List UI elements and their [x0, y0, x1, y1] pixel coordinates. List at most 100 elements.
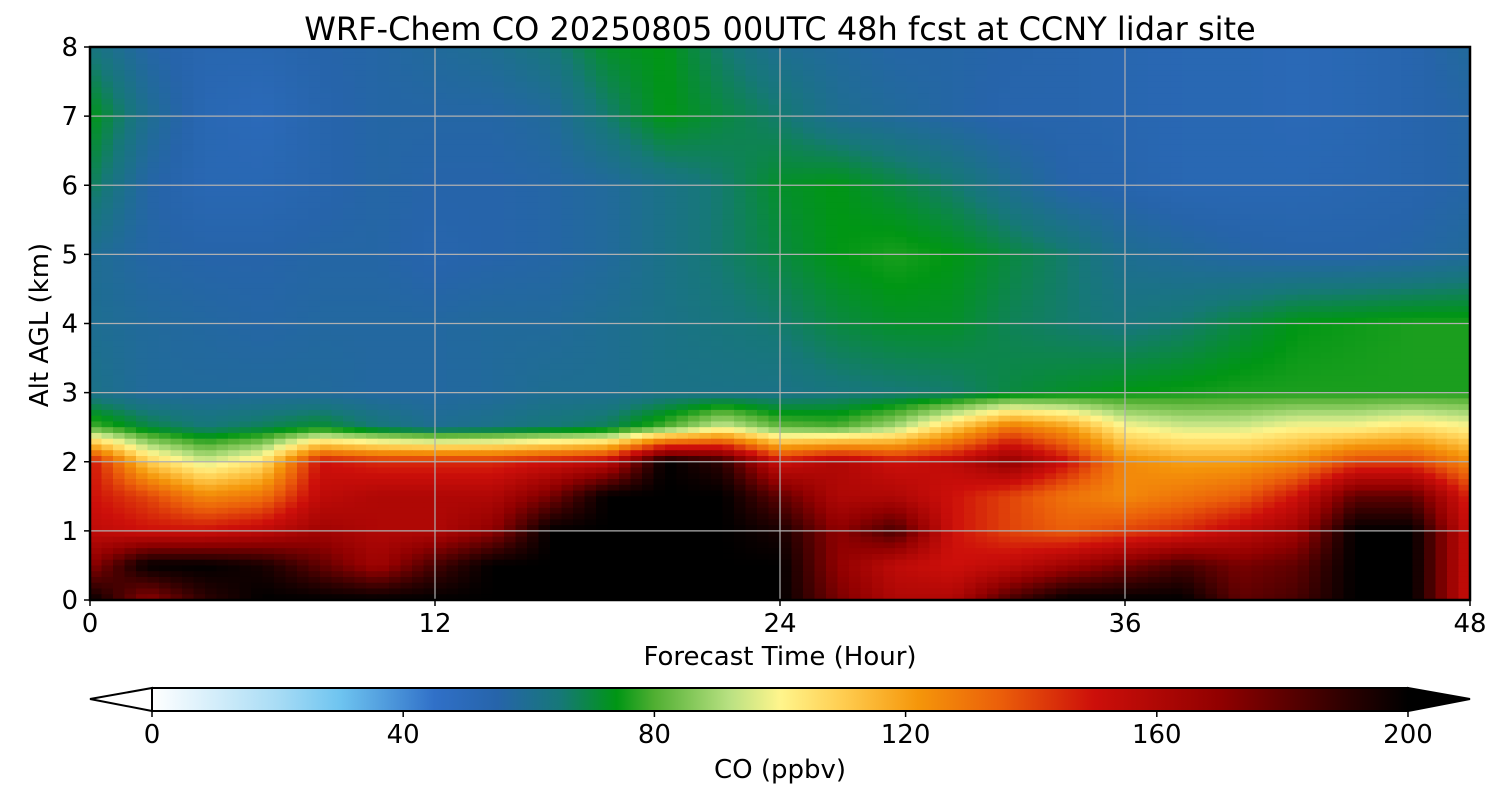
heatmap-cell — [745, 98, 758, 106]
heatmap-cell — [803, 202, 816, 209]
heatmap-cell — [699, 219, 712, 227]
heatmap-cell — [1125, 260, 1138, 267]
heatmap-cell — [481, 167, 494, 175]
heatmap-cell — [1148, 231, 1161, 238]
heatmap-cell — [331, 139, 344, 146]
heatmap-cell — [366, 144, 379, 152]
heatmap-cell — [297, 139, 310, 146]
heatmap-cell — [469, 81, 482, 88]
heatmap-cell — [216, 139, 229, 146]
heatmap-cell — [1113, 219, 1126, 227]
heatmap-cell — [1458, 47, 1470, 54]
heatmap-cell — [1286, 127, 1299, 135]
heatmap-cell — [1113, 185, 1126, 192]
heatmap-cell — [1320, 144, 1333, 152]
heatmap-cell — [1217, 64, 1230, 71]
heatmap-cell — [872, 283, 885, 290]
heatmap-cell — [803, 133, 816, 140]
heatmap-cell — [297, 98, 310, 106]
heatmap-cell — [538, 202, 551, 209]
heatmap-cell — [504, 150, 517, 158]
heatmap-cell — [458, 283, 471, 290]
heatmap-cell — [481, 271, 494, 279]
heatmap-cell — [1194, 93, 1207, 100]
heatmap-cell — [1159, 191, 1172, 198]
heatmap-cell — [780, 116, 793, 123]
heatmap-cell — [734, 87, 747, 94]
heatmap-cell — [653, 196, 666, 204]
heatmap-cell — [504, 167, 517, 175]
heatmap-cell — [1389, 265, 1402, 273]
heatmap-cell — [642, 70, 655, 77]
heatmap-cell — [354, 110, 367, 117]
heatmap-cell — [814, 179, 827, 186]
heatmap-cell — [1412, 87, 1425, 94]
heatmap-cell — [182, 52, 195, 60]
heatmap-cell — [1309, 231, 1322, 238]
heatmap-cell — [274, 185, 287, 192]
heatmap-cell — [1102, 87, 1115, 94]
heatmap-cell — [1378, 231, 1391, 238]
heatmap-cell — [1447, 139, 1460, 146]
heatmap-cell — [458, 167, 471, 175]
heatmap-cell — [584, 231, 597, 238]
heatmap-cell — [1458, 98, 1470, 106]
heatmap-cell — [1205, 271, 1218, 279]
heatmap-cell — [952, 104, 965, 111]
heatmap-cell — [538, 283, 551, 290]
heatmap-cell — [320, 208, 333, 215]
heatmap-cell — [860, 110, 873, 117]
heatmap-cell — [1309, 87, 1322, 94]
heatmap-cell — [228, 150, 241, 158]
heatmap-cell — [90, 98, 103, 106]
heatmap-cell — [1228, 70, 1241, 77]
heatmap-cell — [343, 260, 356, 267]
heatmap-cell — [193, 87, 206, 94]
heatmap-cell — [262, 93, 275, 100]
heatmap-cell — [251, 81, 264, 88]
heatmap-cell — [136, 75, 149, 83]
heatmap-cell — [1332, 58, 1345, 65]
heatmap-cell — [791, 237, 804, 244]
heatmap-cell — [389, 93, 402, 100]
heatmap-cell — [274, 47, 287, 54]
heatmap-cell — [561, 110, 574, 117]
heatmap-cell — [1309, 173, 1322, 181]
heatmap-cell — [596, 214, 609, 221]
heatmap-cell — [481, 47, 494, 54]
heatmap-cell — [1435, 133, 1448, 140]
heatmap-cell — [619, 93, 632, 100]
heatmap-cell — [239, 70, 252, 77]
heatmap-cell — [975, 219, 988, 227]
heatmap-cell — [308, 144, 321, 152]
heatmap-cell — [653, 156, 666, 163]
heatmap-cell — [1090, 196, 1103, 204]
heatmap-cell — [320, 127, 333, 135]
heatmap-cell — [1205, 75, 1218, 83]
heatmap-cell — [929, 237, 942, 244]
heatmap-cell — [849, 283, 862, 290]
heatmap-cell — [1435, 162, 1448, 169]
heatmap-cell — [1286, 237, 1299, 244]
heatmap-cell — [458, 52, 471, 60]
heatmap-cell — [596, 167, 609, 175]
heatmap-cell — [1447, 47, 1460, 54]
heatmap-cell — [987, 219, 1000, 227]
heatmap-cell — [193, 185, 206, 192]
heatmap-cell — [320, 75, 333, 83]
heatmap-cell — [630, 179, 643, 186]
heatmap-cell — [814, 173, 827, 181]
heatmap-cell — [1079, 277, 1092, 284]
heatmap-cell — [1458, 173, 1470, 181]
heatmap-cell — [1044, 127, 1057, 135]
heatmap-cell — [1010, 98, 1023, 106]
heatmap-cell — [1056, 202, 1069, 209]
heatmap-cell — [435, 202, 448, 209]
heatmap-cell — [1389, 219, 1402, 227]
heatmap-cell — [343, 208, 356, 215]
heatmap-cell — [1309, 150, 1322, 158]
heatmap-cell — [757, 104, 770, 111]
heatmap-cell — [1182, 225, 1195, 232]
heatmap-cell — [239, 133, 252, 140]
heatmap-cell — [274, 271, 287, 279]
